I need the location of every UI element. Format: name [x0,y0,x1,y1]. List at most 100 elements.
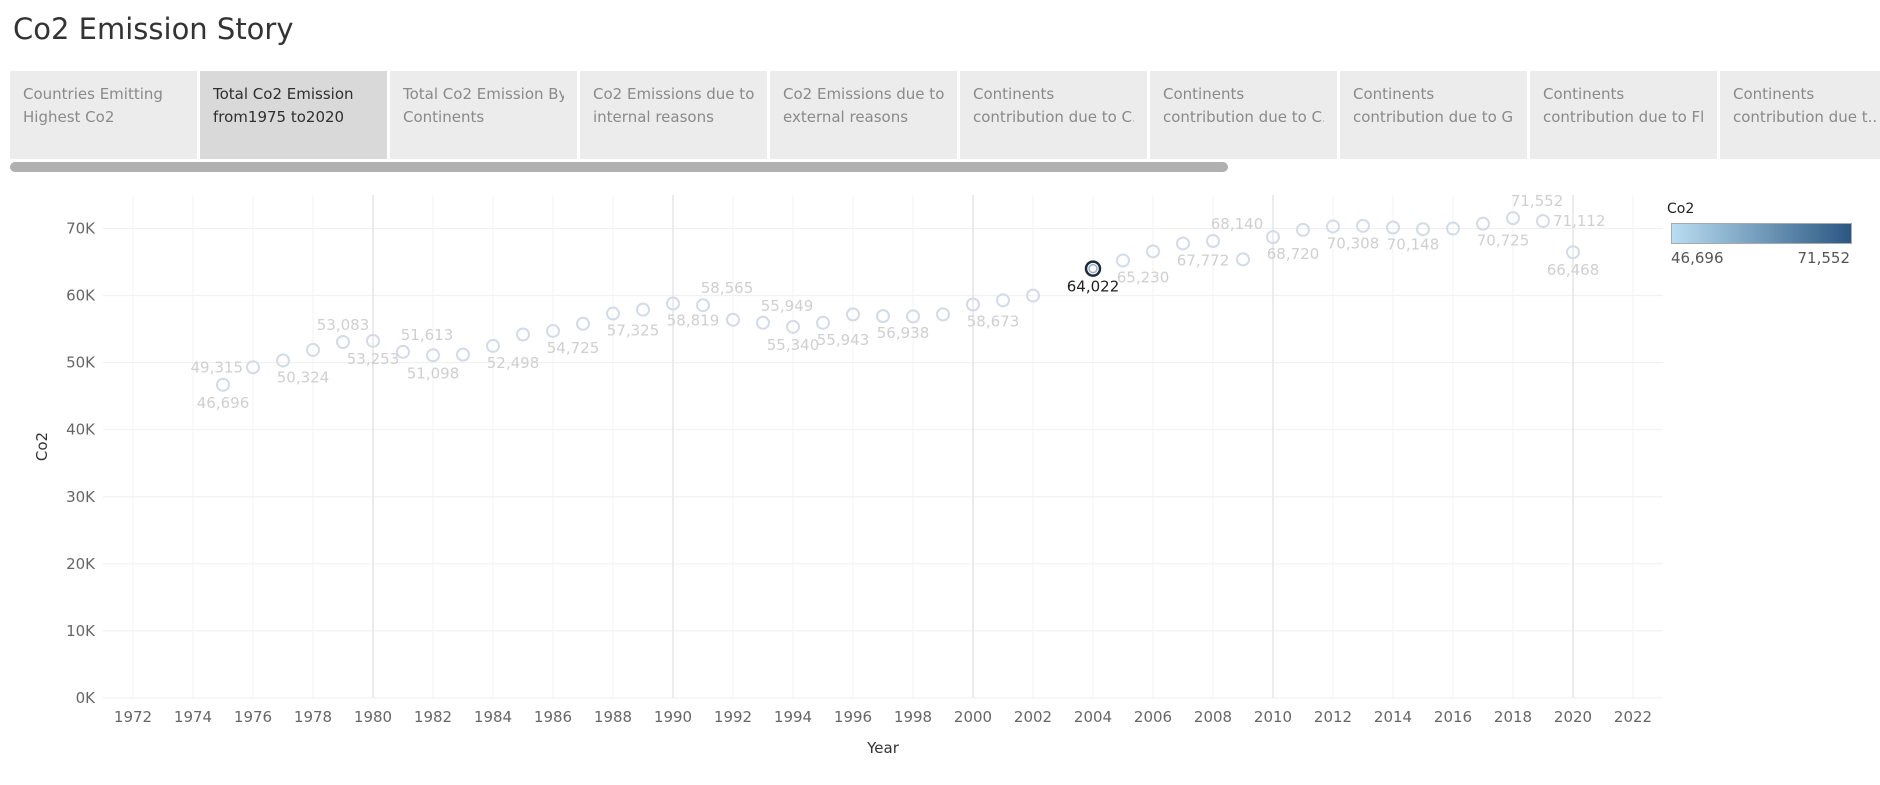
x-tick-label: 2012 [1314,708,1352,726]
story-tab-7[interactable]: Continents contribution due to C.. [1150,71,1337,159]
data-label: 46,696 [197,394,250,412]
legend-max-label: 71,552 [1797,249,1851,267]
data-label: 71,552 [1511,192,1564,210]
story-tab-3[interactable]: Total Co2 Emission By Continents [390,71,577,159]
data-point [516,327,530,342]
x-tick-label: 2010 [1254,708,1292,726]
data-label: 51,613 [401,326,454,344]
x-tick-label: 1972 [114,708,152,726]
data-point [1476,216,1490,231]
x-tick-label: 2014 [1374,708,1412,726]
data-point [546,323,560,338]
data-point [1236,252,1250,267]
y-tick-label: 60K [66,287,96,305]
data-point [306,342,320,357]
data-point [1296,222,1310,237]
x-tick-label: 1984 [474,708,512,726]
story-tab-8[interactable]: Continents contribution due to G.. [1340,71,1527,159]
data-point [1416,222,1430,237]
data-label: 57,325 [607,322,660,340]
data-label: 70,148 [1387,236,1440,254]
tab-label-line1: Continents [1353,85,1435,103]
story-tab-2[interactable]: Total Co2 Emission from1975 to2020 [200,71,387,159]
x-tick-label: 1974 [174,708,212,726]
tab-scrollbar[interactable] [10,162,1228,172]
data-point [456,347,470,362]
story-tab-5[interactable]: Co2 Emissions due to external reasons [770,71,957,159]
data-label: 71,112 [1553,212,1606,230]
data-point [246,360,260,375]
data-point [1026,288,1040,303]
data-point [1326,219,1340,234]
data-point [1146,244,1160,259]
data-point [936,307,950,322]
data-point-highlighted [1084,260,1102,277]
data-point [966,297,980,312]
tab-label-line1: Total Co2 Emission By [403,85,564,103]
x-tick-label: 1986 [534,708,572,726]
x-tick-label: 1980 [354,708,392,726]
tab-label-line2: contribution due to C.. [1163,108,1324,126]
y-tick-label: 20K [66,555,96,573]
data-point [636,302,650,317]
story-tab-10[interactable]: Continents contribution due t.. [1720,71,1880,159]
story-tab-6[interactable]: Continents contribution due to C.. [960,71,1147,159]
x-tick-label: 2002 [1014,708,1052,726]
y-tick-label: 70K [66,220,96,238]
tab-label-line1: Continents [1543,85,1625,103]
y-tick-label: 50K [66,354,96,372]
data-label: 53,253 [347,350,400,368]
data-label: 49,315 [191,358,244,376]
data-label: 68,720 [1267,245,1320,263]
data-label: 54,725 [547,339,600,357]
tab-label-line1: Continents [973,85,1055,103]
tab-label-line2: contribution due to G.. [1353,108,1514,126]
data-label: 67,772 [1177,251,1230,269]
y-tick-label: 10K [66,622,96,640]
x-tick-label: 1978 [294,708,332,726]
tab-label-line2: contribution due to C.. [973,108,1134,126]
story-tab-4[interactable]: Co2 Emissions due to internal reasons [580,71,767,159]
tab-label-line1: Total Co2 Emission [213,85,354,103]
tab-label-line1: Co2 Emissions due to [783,85,944,103]
tab-label-line1: Countries Emitting [23,85,163,103]
story-tab-9[interactable]: Continents contribution due to Fl.. [1530,71,1717,159]
data-point [1266,230,1280,245]
story-tab-1[interactable]: Countries Emitting Highest Co2 [10,71,197,159]
data-label: 52,498 [487,354,540,372]
x-tick-label: 2020 [1554,708,1592,726]
tab-label-line2: Highest Co2 [23,108,115,126]
data-point [486,338,500,353]
data-label: 64,022 [1067,278,1120,296]
data-label: 55,340 [767,336,820,354]
data-point [276,353,290,368]
tab-label-line1: Continents [1733,85,1815,103]
data-label: 50,324 [277,368,330,386]
data-point [756,315,770,330]
data-point [906,309,920,324]
x-tick-label: 1998 [894,708,932,726]
x-tick-label: 2006 [1134,708,1172,726]
x-tick-label: 2000 [954,708,992,726]
tab-label-line2: internal reasons [593,108,714,126]
data-point [666,296,680,311]
data-point [216,377,230,392]
data-label: 58,819 [667,312,720,330]
data-point [876,309,890,324]
data-point [1446,221,1460,236]
data-label: 58,673 [967,312,1020,330]
tab-label-line2: external reasons [783,108,909,126]
data-point [846,307,860,322]
story-tab-bar: Countries Emitting Highest Co2 Total Co2 E… [10,71,1880,159]
x-tick-label: 1990 [654,708,692,726]
x-tick-label: 1988 [594,708,632,726]
x-axis-title: Year [866,739,900,757]
data-point [726,312,740,327]
x-tick-label: 1992 [714,708,752,726]
tab-label-line2: contribution due t.. [1733,108,1878,126]
data-label: 65,230 [1117,269,1170,287]
data-point [426,348,440,363]
x-tick-label: 1994 [774,708,812,726]
data-point [606,306,620,321]
tab-label-line2: contribution due to Fl.. [1543,108,1704,126]
